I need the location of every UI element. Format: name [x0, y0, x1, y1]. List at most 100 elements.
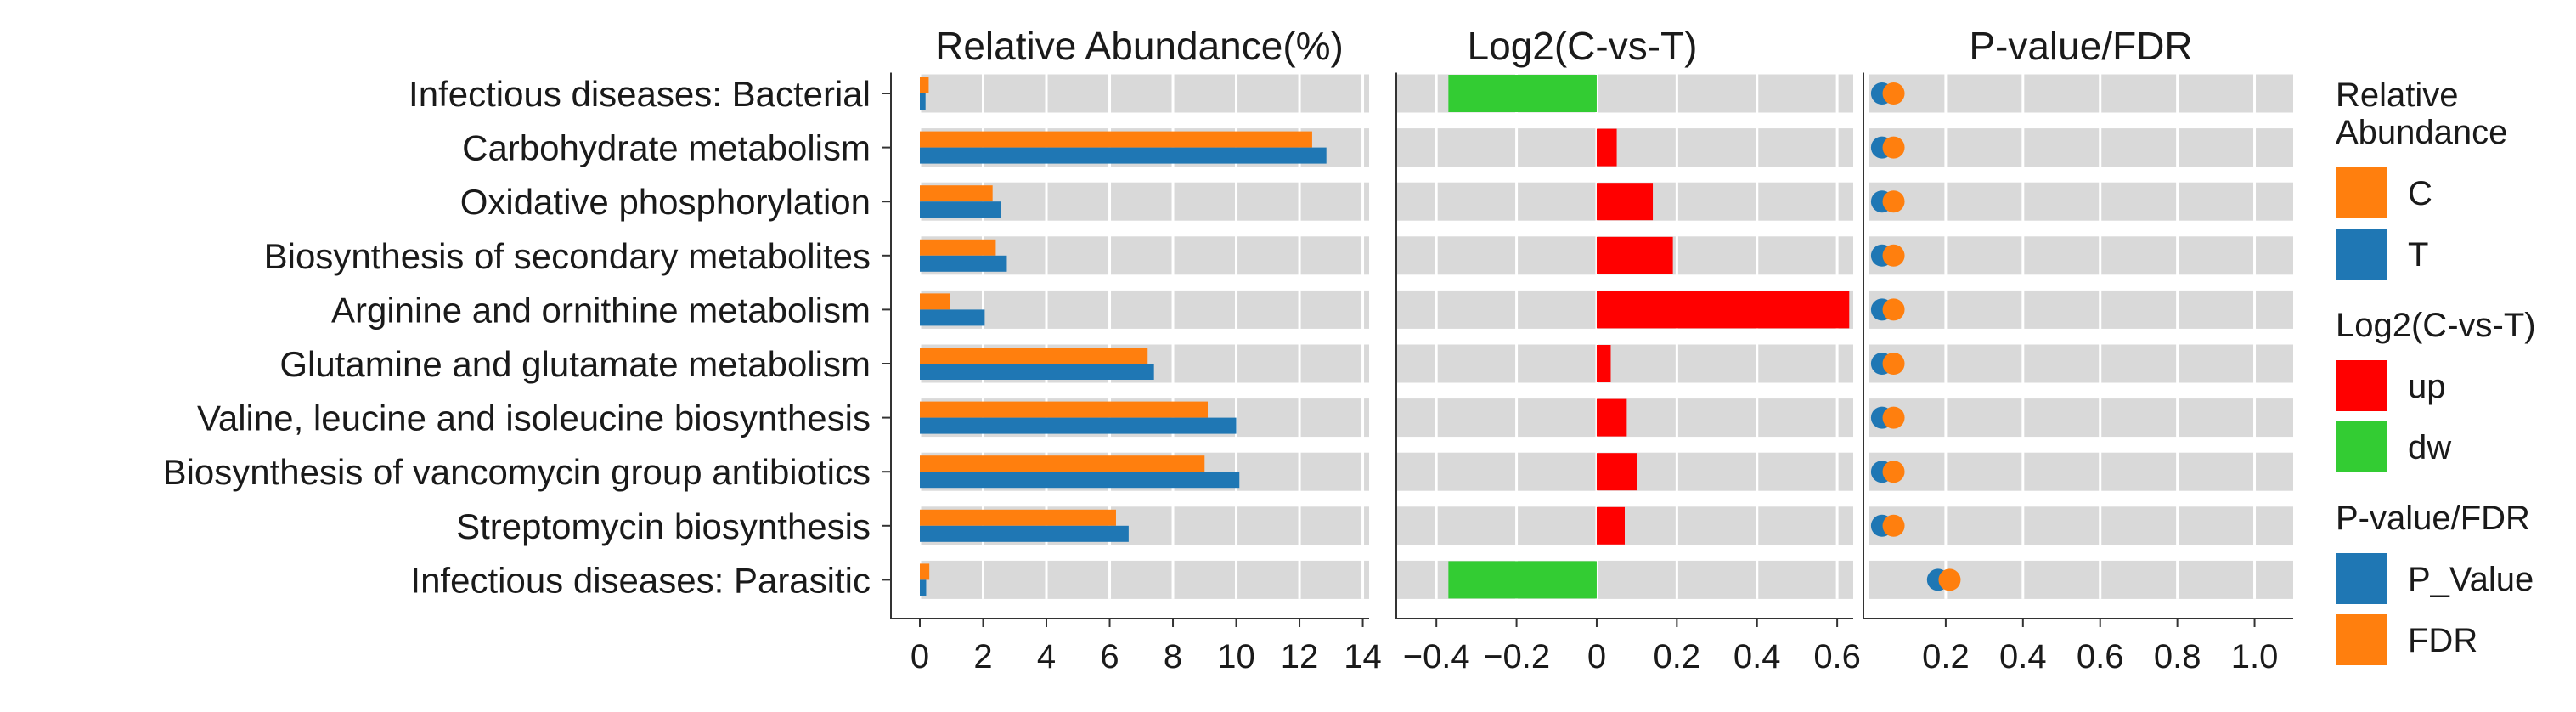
- legend-swatch: [2336, 229, 2387, 280]
- legend-label: P_Value: [2408, 561, 2534, 598]
- x-tick-label: 2: [973, 638, 992, 675]
- row-band: [1869, 74, 2293, 113]
- row-band: [1869, 344, 2293, 383]
- row-band: [1869, 290, 2293, 329]
- row-band: [920, 560, 1369, 599]
- row-band: [1869, 182, 2293, 221]
- row-band: [1869, 452, 2293, 491]
- category-label: Glutamine and glutamate metabolism: [279, 344, 871, 384]
- panel-title: Relative Abundance(%): [935, 24, 1344, 68]
- category-label: Streptomycin biosynthesis: [456, 506, 871, 546]
- bar-T: [920, 579, 927, 596]
- bar-C: [920, 401, 1209, 418]
- log2-bar: [1596, 128, 1617, 167]
- log2-bar: [1448, 561, 1597, 599]
- dot-FDR: [1882, 298, 1905, 321]
- log2-bar: [1596, 345, 1611, 382]
- legend-label: FDR: [2408, 622, 2477, 659]
- log2-bar: [1596, 236, 1673, 274]
- dot-FDR: [1882, 190, 1905, 213]
- row-band: [1869, 506, 2293, 545]
- x-tick-label: 12: [1281, 638, 1319, 675]
- category-label: Carbohydrate metabolism: [462, 128, 871, 168]
- legend-title: Abundance: [2336, 114, 2507, 151]
- log2-bar: [1596, 453, 1637, 491]
- x-tick-label: 0.4: [1733, 638, 1781, 675]
- dot-FDR: [1882, 136, 1905, 159]
- x-tick-label: 0.2: [1922, 638, 1970, 675]
- bar-C: [920, 239, 996, 256]
- x-tick-label: 0.8: [2154, 638, 2201, 675]
- bar-C: [920, 293, 950, 310]
- bar-T: [920, 255, 1007, 272]
- row-band: [920, 290, 1369, 329]
- log2-bar: [1448, 75, 1597, 112]
- legend-swatch: [2336, 360, 2387, 411]
- bar-C: [920, 563, 930, 580]
- x-tick-label: 4: [1037, 638, 1056, 675]
- x-tick-label: 6: [1100, 638, 1119, 675]
- legend-swatch: [2336, 167, 2387, 218]
- bar-C: [920, 509, 1116, 526]
- legend-label: C: [2408, 175, 2432, 212]
- log2-bar: [1596, 291, 1850, 329]
- x-tick-label: 8: [1164, 638, 1182, 675]
- bar-T: [920, 201, 1001, 218]
- dot-FDR: [1938, 568, 1961, 591]
- bar-C: [920, 131, 1312, 148]
- row-band: [920, 74, 1369, 113]
- row-band: [1869, 128, 2293, 167]
- panel-title: Log2(C-vs-T): [1468, 24, 1698, 68]
- category-label: Biosynthesis of secondary metabolites: [264, 236, 871, 276]
- dot-FDR: [1882, 353, 1905, 375]
- legend-label: up: [2408, 368, 2446, 405]
- x-tick-label: 0.6: [2077, 638, 2124, 675]
- dot-FDR: [1882, 82, 1905, 105]
- x-tick-label: −0.4: [1403, 638, 1470, 675]
- row-band: [1396, 344, 1853, 383]
- bar-C: [920, 348, 1148, 364]
- row-band: [1396, 128, 1853, 167]
- category-label: Infectious diseases: Parasitic: [410, 560, 871, 600]
- bar-T: [920, 364, 1154, 380]
- bar-T: [920, 309, 985, 326]
- x-tick-label: 1.0: [2231, 638, 2279, 675]
- bar-T: [920, 472, 1240, 489]
- bar-C: [920, 77, 929, 93]
- x-tick-label: 0.6: [1813, 638, 1861, 675]
- category-label: Arginine and ornithine metabolism: [331, 290, 871, 330]
- dot-FDR: [1882, 461, 1905, 483]
- x-tick-label: −0.2: [1483, 638, 1550, 675]
- category-label: Biosynthesis of vancomycin group antibio…: [163, 452, 871, 492]
- dot-FDR: [1882, 514, 1905, 537]
- legend-title: Log2(C-vs-T): [2336, 307, 2536, 344]
- x-tick-label: 10: [1217, 638, 1255, 675]
- bar-T: [920, 525, 1129, 542]
- x-tick-label: 0: [1587, 638, 1606, 675]
- panel-title: P-value/FDR: [1969, 24, 2192, 68]
- log2-bar: [1596, 398, 1627, 437]
- x-tick-label: 14: [1344, 638, 1382, 675]
- legend-label: T: [2408, 236, 2428, 274]
- legend-swatch: [2336, 553, 2387, 604]
- category-label: Infectious diseases: Bacterial: [409, 74, 871, 114]
- dot-FDR: [1882, 406, 1905, 429]
- x-tick-label: 0.2: [1654, 638, 1701, 675]
- category-label: Oxidative phosphorylation: [460, 182, 871, 222]
- row-band: [1869, 236, 2293, 275]
- category-label: Valine, leucine and isoleucine biosynthe…: [197, 398, 871, 438]
- legend-title: Relative: [2336, 76, 2459, 114]
- row-band: [1869, 398, 2293, 438]
- x-tick-label: 0: [910, 638, 929, 675]
- legend-swatch: [2336, 421, 2387, 472]
- bar-T: [920, 93, 926, 110]
- dot-FDR: [1882, 244, 1905, 267]
- legend-swatch: [2336, 614, 2387, 665]
- x-tick-label: 0.4: [1999, 638, 2047, 675]
- legend-title: P-value/FDR: [2336, 500, 2530, 537]
- bar-C: [920, 455, 1205, 472]
- bar-T: [920, 147, 1327, 164]
- log2-bar: [1596, 183, 1654, 221]
- legend-label: dw: [2408, 429, 2451, 466]
